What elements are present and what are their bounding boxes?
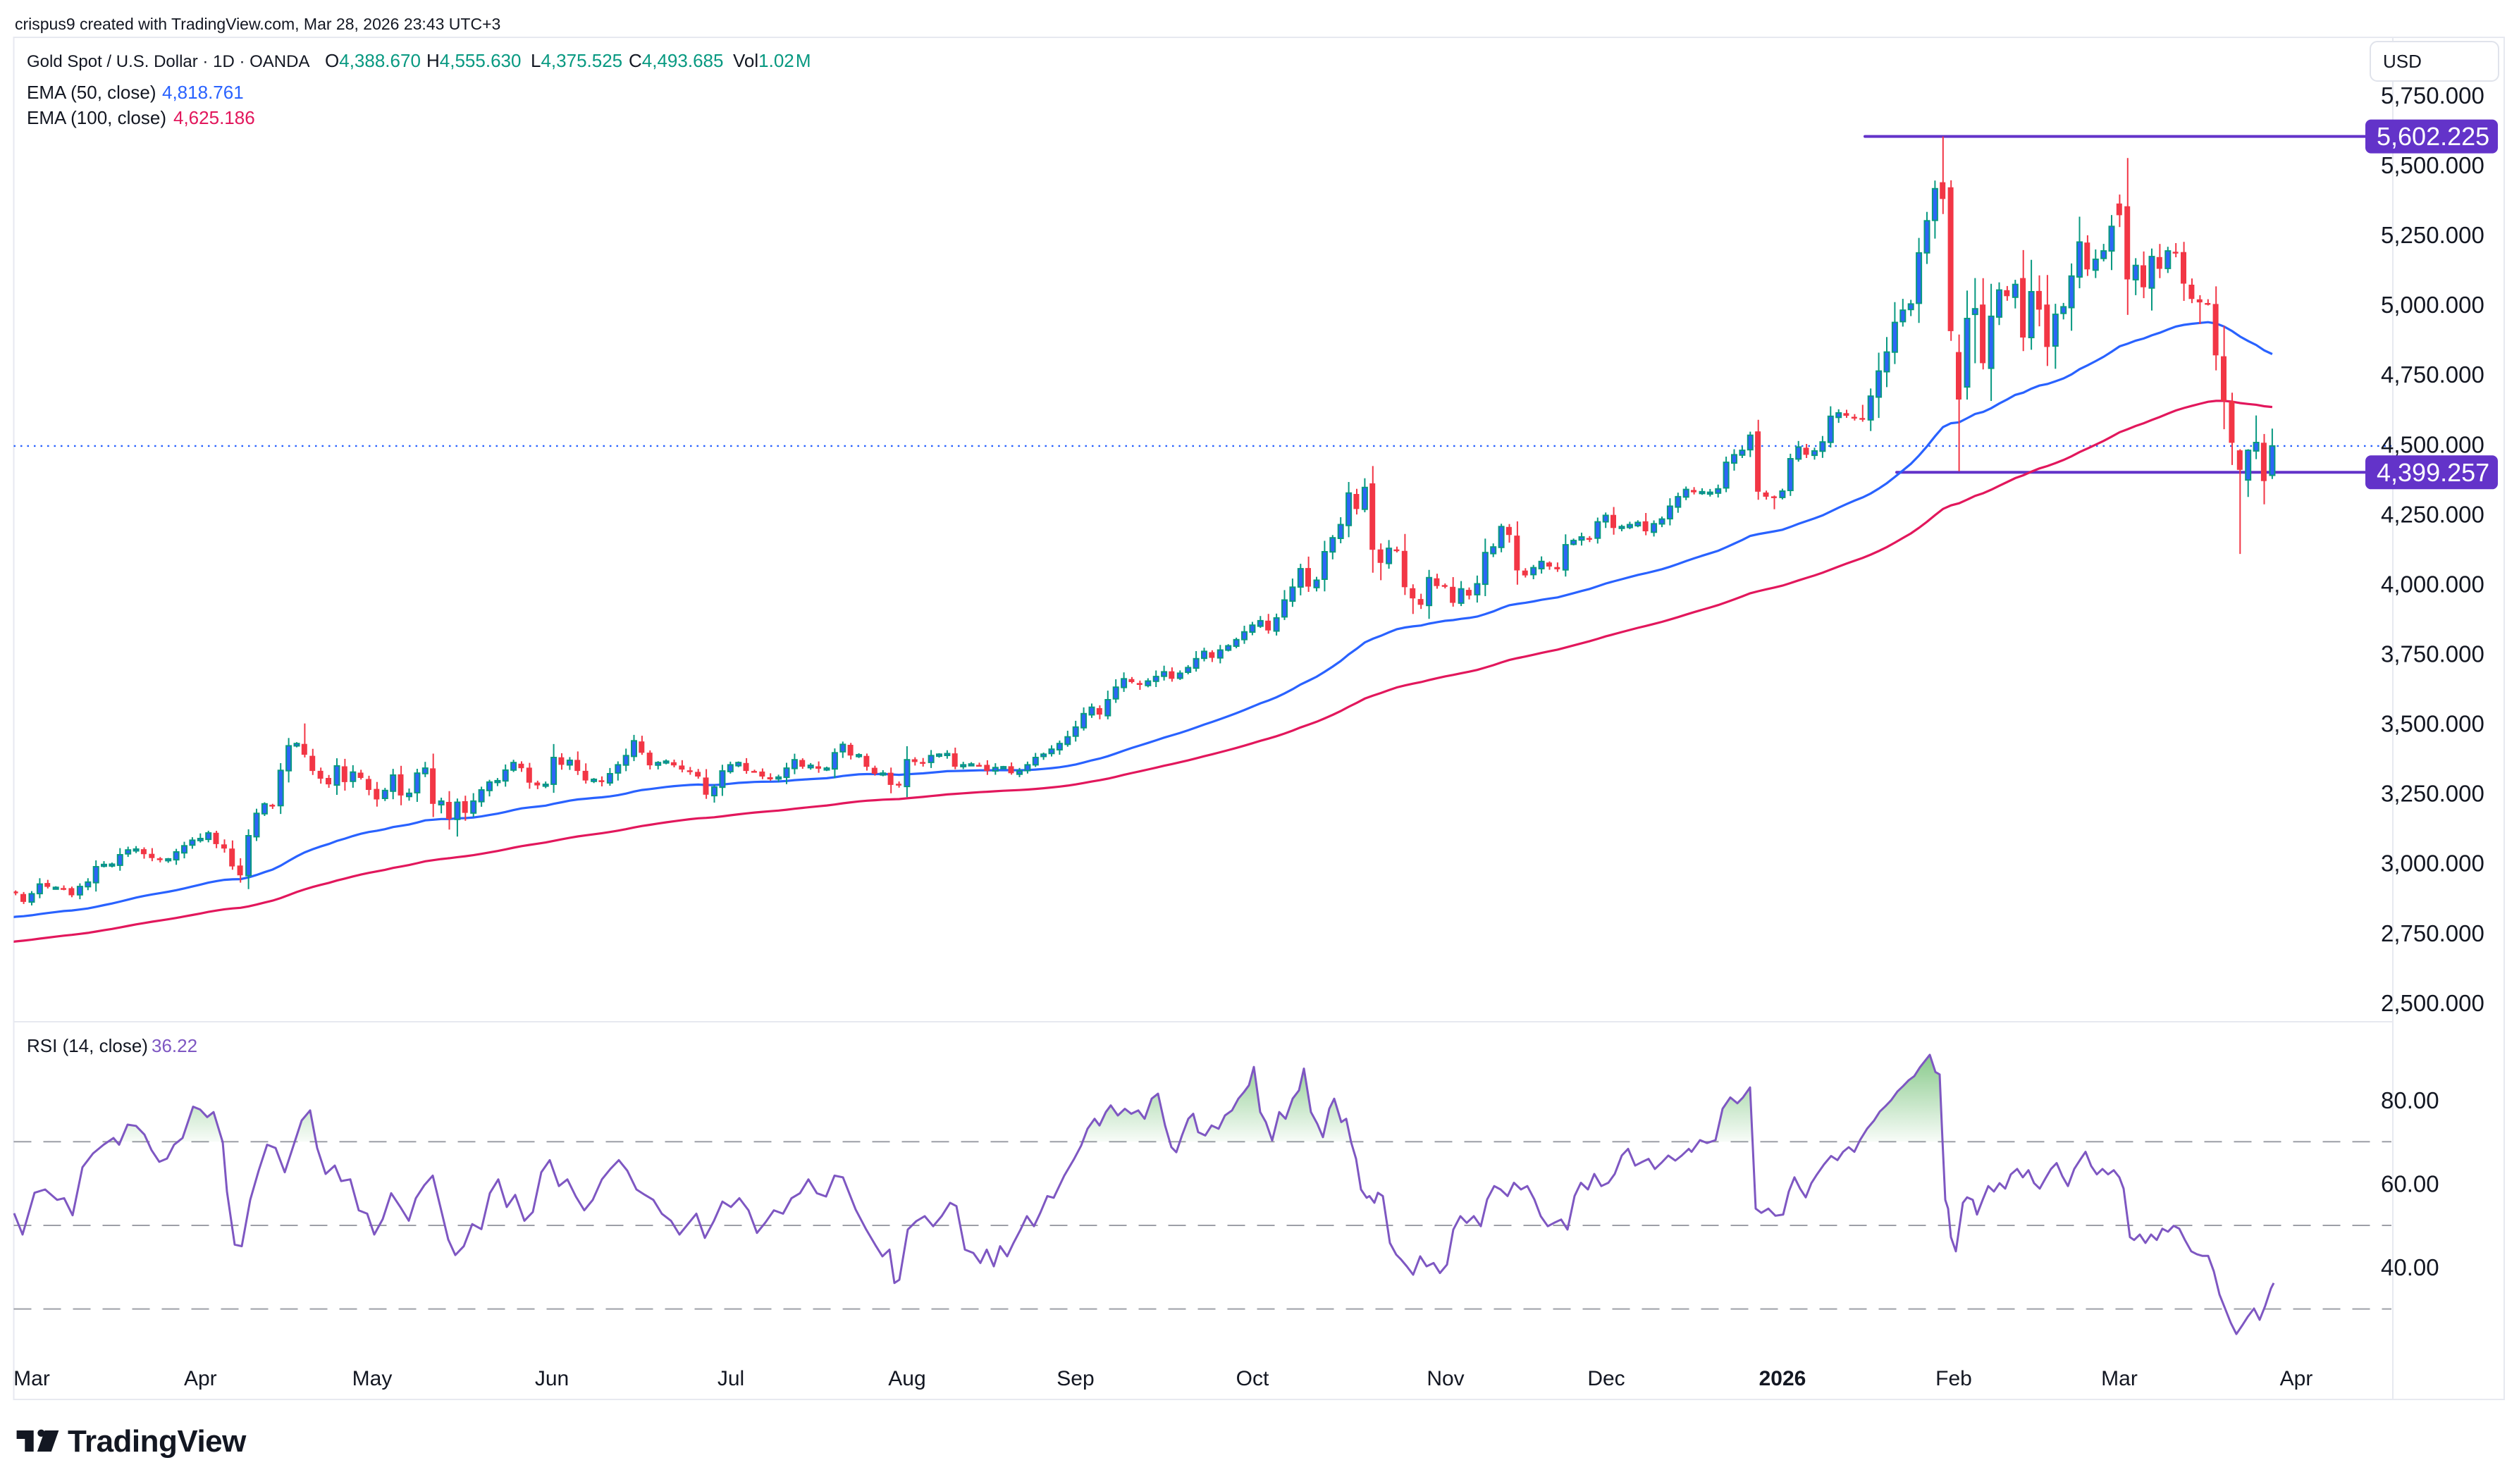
- svg-text:Mar: Mar: [2101, 1367, 2138, 1390]
- svg-text:Aug: Aug: [888, 1367, 925, 1390]
- svg-text:3,750.000: 3,750.000: [2381, 641, 2484, 667]
- svg-text:Jul: Jul: [717, 1367, 744, 1390]
- svg-text:Apr: Apr: [184, 1367, 217, 1390]
- svg-text:EMA (50, close): EMA (50, close): [27, 82, 156, 103]
- svg-text:4,000.000: 4,000.000: [2381, 571, 2484, 597]
- svg-text:80.00: 80.00: [2381, 1087, 2439, 1113]
- svg-text:O4,388.670: O4,388.670: [325, 50, 421, 71]
- svg-text:4,625.186: 4,625.186: [173, 107, 255, 128]
- svg-text:Feb: Feb: [1935, 1367, 1972, 1390]
- svg-text:May: May: [352, 1367, 393, 1390]
- svg-text:4,399.257: 4,399.257: [2377, 458, 2489, 487]
- svg-text:4,500.000: 4,500.000: [2381, 431, 2484, 457]
- svg-text:36.22: 36.22: [152, 1035, 197, 1056]
- svg-text:Nov: Nov: [1427, 1367, 1464, 1390]
- svg-text:L4,375.525: L4,375.525: [531, 50, 622, 71]
- svg-text:Mar: Mar: [13, 1367, 50, 1390]
- svg-text:EMA (100, close): EMA (100, close): [27, 107, 166, 128]
- svg-text:2,500.000: 2,500.000: [2381, 990, 2484, 1016]
- svg-text:2,750.000: 2,750.000: [2381, 920, 2484, 946]
- svg-text:USD: USD: [2383, 51, 2422, 72]
- svg-text:Dec: Dec: [1587, 1367, 1625, 1390]
- svg-text:crispus9 created with TradingV: crispus9 created with TradingView.com, M…: [15, 15, 500, 33]
- svg-text:RSI (14, close): RSI (14, close): [27, 1035, 148, 1056]
- svg-text:2026: 2026: [1759, 1367, 1806, 1390]
- svg-text:3,500.000: 3,500.000: [2381, 711, 2484, 737]
- svg-text:C4,493.685: C4,493.685: [629, 50, 723, 71]
- svg-text:60.00: 60.00: [2381, 1171, 2439, 1197]
- svg-text:5,750.000: 5,750.000: [2381, 82, 2484, 109]
- svg-text:Sep: Sep: [1057, 1367, 1094, 1390]
- svg-text:3,250.000: 3,250.000: [2381, 781, 2484, 807]
- svg-text:3,000.000: 3,000.000: [2381, 851, 2484, 877]
- svg-text:Vol1.02 M: Vol1.02 M: [733, 50, 811, 71]
- svg-text:Gold Spot / U.S. Dollar · 1D ·: Gold Spot / U.S. Dollar · 1D · OANDA: [27, 52, 309, 71]
- svg-text:4,750.000: 4,750.000: [2381, 361, 2484, 388]
- svg-text:Apr: Apr: [2280, 1367, 2313, 1390]
- svg-text:5,602.225: 5,602.225: [2377, 122, 2489, 151]
- svg-text:4,818.761: 4,818.761: [162, 82, 244, 103]
- svg-text:5,500.000: 5,500.000: [2381, 152, 2484, 178]
- svg-text:5,000.000: 5,000.000: [2381, 292, 2484, 318]
- svg-text:H4,555.630: H4,555.630: [426, 50, 521, 71]
- svg-text:4,250.000: 4,250.000: [2381, 501, 2484, 527]
- svg-text:TradingView: TradingView: [68, 1424, 247, 1459]
- svg-text:5,250.000: 5,250.000: [2381, 222, 2484, 248]
- svg-text:Jun: Jun: [535, 1367, 569, 1390]
- svg-text:40.00: 40.00: [2381, 1254, 2439, 1280]
- svg-text:Oct: Oct: [1236, 1367, 1269, 1390]
